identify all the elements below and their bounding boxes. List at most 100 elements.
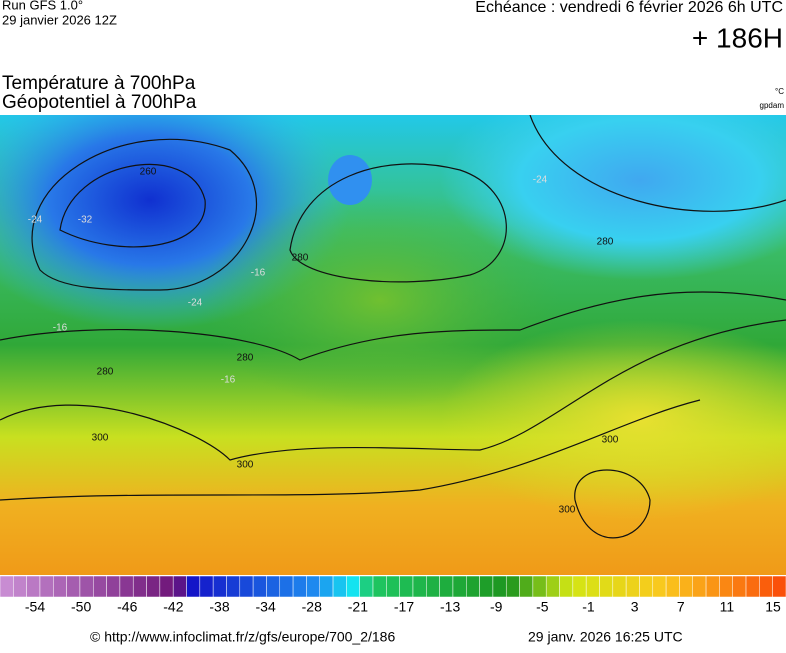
color-swatch — [212, 575, 227, 598]
color-swatch — [106, 575, 121, 598]
color-swatch — [279, 575, 294, 598]
color-swatch — [199, 575, 214, 598]
color-swatch — [226, 575, 241, 598]
color-swatch — [492, 575, 507, 598]
color-swatch — [292, 575, 307, 598]
contour-label: -24 — [188, 298, 203, 309]
color-swatch — [439, 575, 454, 598]
colorbar-label: 7 — [677, 599, 685, 615]
color-swatch — [53, 575, 67, 598]
color-swatch — [146, 575, 161, 598]
colorbar-label: -21 — [348, 599, 368, 615]
color-swatch — [13, 575, 27, 598]
url: © http://www.infoclimat.fr/z/gfs/europe/… — [90, 629, 395, 645]
contour-label: 280 — [292, 253, 309, 264]
color-swatch — [732, 575, 747, 598]
color-swatch — [559, 575, 574, 598]
color-swatch — [132, 575, 147, 598]
color-swatch — [519, 575, 534, 598]
contour-label: 260 — [140, 167, 157, 178]
color-swatch — [759, 575, 773, 598]
color-swatch — [252, 575, 267, 598]
contour-label: -16 — [251, 268, 266, 279]
color-swatch — [26, 575, 41, 598]
color-swatch — [386, 575, 400, 598]
contour-label: -24 — [533, 175, 548, 186]
color-swatch — [186, 575, 201, 598]
color-swatch — [652, 575, 667, 598]
color-swatch — [505, 575, 520, 598]
timestamp: 29 janv. 2026 16:25 UTC — [528, 629, 683, 645]
colorbar-label: 11 — [720, 599, 735, 615]
contour-label: 300 — [559, 505, 576, 516]
contour-label: 280 — [237, 353, 254, 364]
color-swatch — [319, 575, 334, 598]
color-swatch — [612, 575, 627, 598]
colorbar-label: -34 — [256, 599, 276, 615]
color-swatch — [426, 575, 440, 598]
color-swatch — [585, 575, 600, 598]
color-swatch — [452, 575, 467, 598]
contour-label: -16 — [53, 323, 68, 334]
color-swatch — [332, 575, 347, 598]
color-swatch — [0, 575, 14, 598]
map — [0, 115, 786, 575]
run: Run GFS 1.0° — [2, 0, 83, 12]
color-swatch — [346, 575, 360, 598]
color-swatch — [679, 575, 693, 598]
color-swatch — [159, 575, 174, 598]
color-swatch — [599, 575, 614, 598]
forecast: Echéance : vendredi 6 février 2026 6h UT… — [475, 0, 783, 16]
color-swatch — [93, 575, 107, 598]
colorbar-label: -42 — [163, 599, 183, 615]
color-swatch — [466, 575, 480, 598]
colorbar-label: -1 — [582, 599, 595, 615]
unit: gpdam — [760, 101, 785, 110]
color-swatch — [79, 575, 94, 598]
color-swatch — [625, 575, 640, 598]
contour-label: 280 — [597, 237, 614, 248]
unit: °C — [775, 87, 784, 96]
run-date: 29 janvier 2026 12Z — [2, 12, 117, 27]
contour-label: -24 — [28, 215, 43, 226]
color-swatch — [359, 575, 374, 598]
color-swatch — [306, 575, 320, 598]
color-swatch — [172, 575, 187, 598]
colorbar-label: -38 — [209, 599, 229, 615]
colorbar-label: -13 — [440, 599, 460, 615]
color-swatch — [639, 575, 654, 598]
colorbar-label: 3 — [631, 599, 639, 615]
colorbar-label: -28 — [302, 599, 322, 615]
color-swatch — [692, 575, 707, 598]
color-swatch — [266, 575, 281, 598]
color-swatch — [412, 575, 427, 598]
colorbar-label: -5 — [536, 599, 549, 615]
contour-label: -32 — [78, 215, 93, 226]
colorbar-label: -54 — [25, 599, 45, 615]
colorbar-label: -17 — [394, 599, 414, 615]
title: Température à 700hPa — [2, 73, 196, 94]
title: Géopotentiel à 700hPa — [2, 92, 197, 113]
color-swatch — [119, 575, 134, 598]
colorbar-label: -50 — [71, 599, 91, 615]
color-swatch — [705, 575, 720, 598]
color-swatch — [719, 575, 733, 598]
color-swatch — [572, 575, 587, 598]
lead: + 186H — [692, 22, 783, 53]
color-swatch — [39, 575, 54, 598]
color-swatch — [745, 575, 760, 598]
color-swatch — [532, 575, 547, 598]
contour-label: 280 — [97, 367, 114, 378]
color-swatch — [66, 575, 81, 598]
colorbar-label: -9 — [490, 599, 503, 615]
color-swatch — [372, 575, 387, 598]
color-swatch — [545, 575, 560, 598]
color-swatch — [399, 575, 414, 598]
color-swatch — [479, 575, 494, 598]
color-swatch — [665, 575, 680, 598]
contour-label: 300 — [602, 435, 619, 446]
color-swatch — [772, 575, 786, 598]
contour-label: 300 — [92, 433, 109, 444]
colorbar-label: 15 — [765, 599, 781, 615]
